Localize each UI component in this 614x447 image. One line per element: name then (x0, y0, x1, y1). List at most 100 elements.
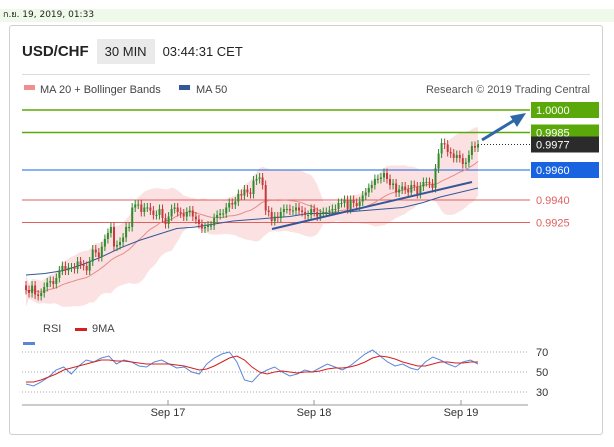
candle-body (343, 200, 346, 203)
candle-body (49, 281, 52, 283)
candle-body (28, 290, 30, 293)
candle-body (191, 210, 194, 217)
candle-body (194, 216, 197, 220)
candle-body (364, 192, 367, 196)
candle-body (431, 183, 434, 188)
candle-body (37, 294, 40, 296)
currency-pair: USD/CHF (22, 42, 89, 60)
candle-body (91, 249, 94, 262)
rsi-ma-line (26, 355, 478, 383)
candle-body (386, 173, 388, 179)
candle-body (210, 225, 212, 227)
candle-body (458, 155, 461, 158)
candle-body (55, 278, 58, 284)
candle-body (228, 203, 231, 208)
candle-body (188, 210, 191, 212)
candle-body (182, 213, 185, 217)
candle-body (173, 207, 176, 209)
candle-body (355, 203, 358, 206)
candle-body (43, 287, 46, 293)
candle-body (134, 204, 137, 208)
candle-body (282, 209, 285, 212)
candle-body (264, 185, 267, 211)
candle-body (334, 209, 337, 210)
ma20-legend-swatch (24, 85, 35, 90)
candle-body (276, 216, 279, 218)
candle-body (389, 179, 391, 185)
candle-body (161, 209, 164, 218)
candle-body (285, 209, 288, 210)
candle-body (200, 224, 203, 229)
candle-body (267, 210, 270, 212)
candle-body (407, 189, 410, 193)
candle-body (70, 267, 73, 269)
candle-body (40, 293, 43, 296)
candle-body (273, 216, 276, 221)
candle-body (213, 218, 216, 226)
chart-header: USD/CHF 30 MIN 03:44:31 CET (22, 38, 243, 64)
candle-body (240, 194, 243, 196)
candle-body (310, 209, 313, 215)
candle-body (461, 158, 464, 164)
candle-body (222, 213, 225, 215)
candle-body (307, 215, 310, 216)
candle-body (361, 195, 364, 202)
candle-body (116, 245, 118, 247)
rsi-legend-swatch (23, 342, 35, 345)
candle-body (270, 212, 273, 221)
copyright-text: Research © 2019 Trading Central (426, 84, 590, 96)
candle-body (416, 186, 419, 194)
support-trendline (271, 181, 473, 230)
candle-body (219, 213, 222, 215)
candle-body (185, 212, 188, 217)
candle-body (170, 209, 173, 217)
candle-body (76, 261, 79, 269)
candle-body (304, 212, 307, 215)
candle-body (379, 177, 382, 179)
candle-body (383, 173, 385, 178)
level-label-3: 0.9960 (536, 165, 570, 177)
candle-body (261, 177, 264, 185)
candle-body (446, 144, 449, 152)
rsi-ma-legend-swatch (75, 328, 87, 331)
candle-body (73, 267, 76, 269)
candle-body (301, 210, 304, 212)
date-stamp-bar: ก.ย. 19, 2019, 01:33 (0, 9, 614, 22)
level-badge-0 (531, 102, 599, 118)
level-label-0: 1.0000 (536, 105, 570, 117)
candle-body (404, 186, 407, 190)
candle-body (398, 189, 401, 193)
candle-body (164, 218, 167, 224)
candle-body (231, 203, 234, 205)
candle-body (58, 270, 61, 278)
candle-body (85, 266, 88, 271)
rsi-pane: 70 50 30 (22, 347, 548, 399)
timeframe-badge: 30 MIN (96, 38, 155, 64)
candle-body (79, 261, 82, 265)
rsi-legend-label: RSI (43, 323, 61, 335)
candle-body (225, 207, 228, 214)
candle-body (207, 225, 209, 227)
candle-body (331, 209, 334, 211)
candle-body (395, 183, 398, 193)
candle-body (204, 227, 206, 229)
ma50-legend-swatch (179, 85, 190, 90)
candle-body (401, 186, 404, 190)
candle-body (109, 227, 112, 233)
candle-body (319, 213, 322, 217)
candle-body (337, 203, 340, 209)
candle-body (452, 153, 455, 158)
candle-body (477, 144, 479, 148)
candle-body (413, 185, 416, 187)
candle-body (125, 227, 128, 238)
level-badge-2 (531, 136, 599, 153)
rsi-level-label-0: 70 (536, 347, 548, 359)
candle-body (295, 207, 297, 211)
candle-body (237, 194, 240, 202)
candle-body (370, 185, 373, 188)
candle-body (422, 182, 425, 187)
candle-body (216, 215, 219, 218)
candle-body (437, 153, 440, 169)
candle-body (346, 200, 349, 209)
